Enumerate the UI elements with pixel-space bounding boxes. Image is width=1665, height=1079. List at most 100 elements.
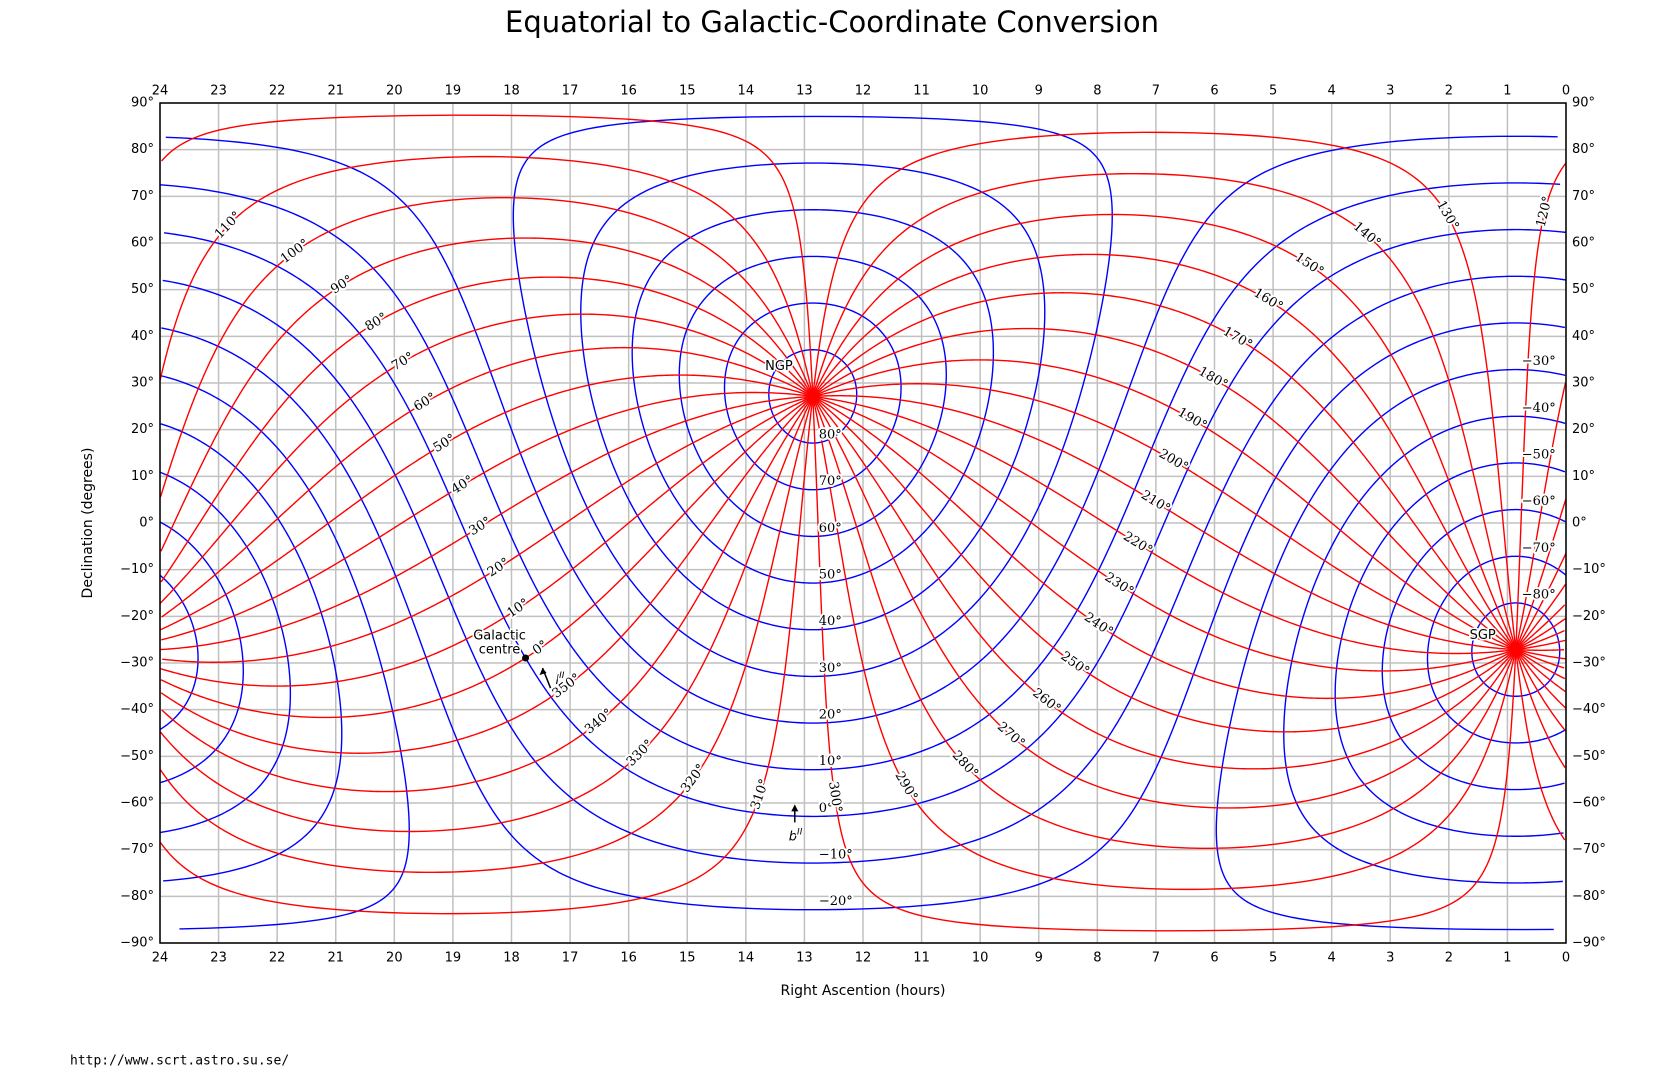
chart-title: Equatorial to Galactic-Coordinate Conver…: [505, 5, 1159, 39]
longitude-label: 250°: [1058, 649, 1092, 679]
y-tick-label-right: −70°: [1572, 842, 1606, 857]
longitude-line: [812, 395, 1516, 672]
x-tick-label-top: 11: [913, 84, 930, 99]
x-tick-label-top: 21: [327, 84, 344, 99]
plot-frame: [159, 102, 1567, 944]
x-tick-label-bottom: 17: [562, 951, 579, 966]
latitude-line: [160, 555, 1566, 744]
longitude-line: [812, 395, 1517, 770]
x-tick-label-bottom: 15: [679, 951, 696, 966]
y-tick-label-right: 50°: [1572, 282, 1595, 297]
y-tick-label-left: 20°: [131, 422, 154, 437]
y-tick-label-left: 90°: [131, 96, 154, 111]
latitude-label: −70°: [1522, 541, 1556, 556]
latitude-line: [163, 228, 1566, 818]
longitude-line: [160, 396, 1566, 915]
longitude-label: 230°: [1102, 570, 1136, 600]
x-tick-label-bottom: 1: [1503, 951, 1511, 966]
x-tick-label-top: 10: [972, 84, 989, 99]
x-tick-label-bottom: 9: [1035, 951, 1043, 966]
longitude-line: [160, 395, 1566, 719]
longitude-label: 270°: [994, 719, 1027, 751]
y-tick-label-right: −10°: [1572, 562, 1606, 577]
x-tick-label-bottom: 23: [210, 951, 227, 966]
longitude-label: 200°: [1156, 446, 1191, 475]
longitude-line: [812, 395, 1516, 655]
latitude-label: −60°: [1522, 494, 1556, 509]
longitude-label: 290°: [892, 769, 921, 804]
x-tick-label-top: 24: [152, 84, 169, 99]
x-tick-label-bottom: 13: [796, 951, 813, 966]
longitude-line: [812, 359, 1517, 651]
x-tick-label-top: 13: [796, 84, 813, 99]
x-tick-label-top: 12: [855, 84, 872, 99]
longitude-line: [160, 395, 1565, 651]
x-tick-label-top: 18: [503, 84, 520, 99]
ngp-label: NGP: [765, 359, 793, 374]
longitude-line: [812, 253, 1517, 651]
x-tick-label-top: 17: [562, 84, 579, 99]
longitude-line: [161, 395, 1566, 793]
longitude-label: 30°: [467, 514, 494, 539]
y-tick-label-left: 70°: [131, 189, 154, 204]
y-tick-label-left: −10°: [120, 562, 154, 577]
longitude-line: [812, 172, 1517, 650]
longitude-line: [160, 396, 1566, 874]
y-tick-label-right: 60°: [1572, 236, 1595, 251]
latitude-label: 60°: [819, 521, 842, 536]
x-tick-label-bottom: 20: [386, 951, 403, 966]
x-tick-label-bottom: 7: [1152, 951, 1160, 966]
l-axis-label: lII: [556, 671, 565, 688]
x-tick-label-top: 3: [1386, 84, 1394, 99]
y-tick-label-right: 70°: [1572, 189, 1595, 204]
y-tick-label-right: −80°: [1572, 889, 1606, 904]
longitude-line: [160, 374, 1565, 651]
longitude-label: 90°: [328, 273, 355, 298]
x-tick-label-bottom: 11: [913, 951, 930, 966]
x-tick-label-bottom: 8: [1093, 951, 1101, 966]
longitude-line: [160, 396, 1566, 833]
longitude-label: 130°: [1433, 198, 1462, 233]
latitude-line: [160, 415, 1566, 884]
b-symbol: b: [789, 829, 797, 844]
longitude-label: 240°: [1081, 610, 1115, 640]
latitude-label: −20°: [819, 894, 853, 909]
longitude-line: [160, 313, 1566, 651]
y-tick-label-left: −60°: [120, 796, 154, 811]
y-tick-label-left: 80°: [131, 142, 154, 157]
x-tick-label-bottom: 6: [1210, 951, 1218, 966]
x-tick-label-top: 0: [1562, 84, 1570, 99]
longitude-label: 50°: [431, 431, 458, 456]
y-tick-label-right: 0°: [1572, 516, 1587, 531]
longitude-line: [160, 276, 1566, 651]
y-tick-label-left: 50°: [131, 282, 154, 297]
y-tick-label-right: 20°: [1572, 422, 1595, 437]
x-tick-label-top: 6: [1210, 84, 1218, 99]
y-axis-label: Declination (degrees): [80, 448, 96, 599]
x-tick-label-top: 15: [679, 84, 696, 99]
y-tick-label-right: 10°: [1572, 469, 1595, 484]
latitude-label: 0°: [819, 801, 834, 816]
y-tick-label-left: −40°: [120, 702, 154, 717]
longitude-label: 20°: [485, 555, 512, 580]
x-tick-label-top: 5: [1269, 84, 1277, 99]
longitude-line: [812, 395, 1517, 700]
x-tick-label-top: 8: [1093, 84, 1101, 99]
sgp-label: SGP: [1470, 628, 1496, 643]
x-tick-label-bottom: 19: [445, 951, 462, 966]
b-superscript: II: [797, 827, 803, 837]
b-arrow-head: [791, 804, 799, 812]
longitude-line: [812, 131, 1517, 650]
longitude-line: [160, 155, 1566, 650]
longitude-line: [162, 395, 1566, 663]
x-tick-label-bottom: 14: [738, 951, 755, 966]
x-tick-label-bottom: 18: [503, 951, 520, 966]
y-tick-label-right: 30°: [1572, 376, 1595, 391]
x-tick-label-bottom: 12: [855, 951, 872, 966]
latitude-line: [162, 275, 1566, 864]
x-tick-label-bottom: 24: [152, 951, 169, 966]
latitude-label: 10°: [819, 754, 842, 769]
x-tick-label-top: 1: [1503, 84, 1511, 99]
latitude-label: 30°: [819, 661, 842, 676]
